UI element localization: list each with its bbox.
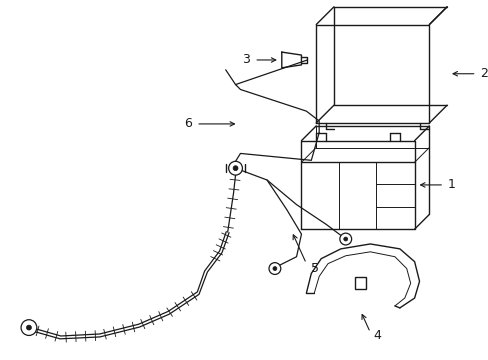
- Text: 1: 1: [447, 179, 455, 192]
- Text: 5: 5: [311, 262, 319, 275]
- Text: 4: 4: [372, 329, 380, 342]
- Text: 3: 3: [242, 54, 250, 67]
- Circle shape: [26, 325, 31, 330]
- Text: 6: 6: [184, 117, 192, 130]
- Bar: [354, 278, 366, 289]
- Circle shape: [272, 267, 276, 270]
- Circle shape: [343, 237, 347, 241]
- Text: 2: 2: [480, 67, 488, 80]
- Circle shape: [228, 161, 242, 175]
- Circle shape: [233, 166, 238, 171]
- Circle shape: [339, 233, 351, 245]
- Circle shape: [21, 320, 37, 336]
- Circle shape: [268, 263, 280, 274]
